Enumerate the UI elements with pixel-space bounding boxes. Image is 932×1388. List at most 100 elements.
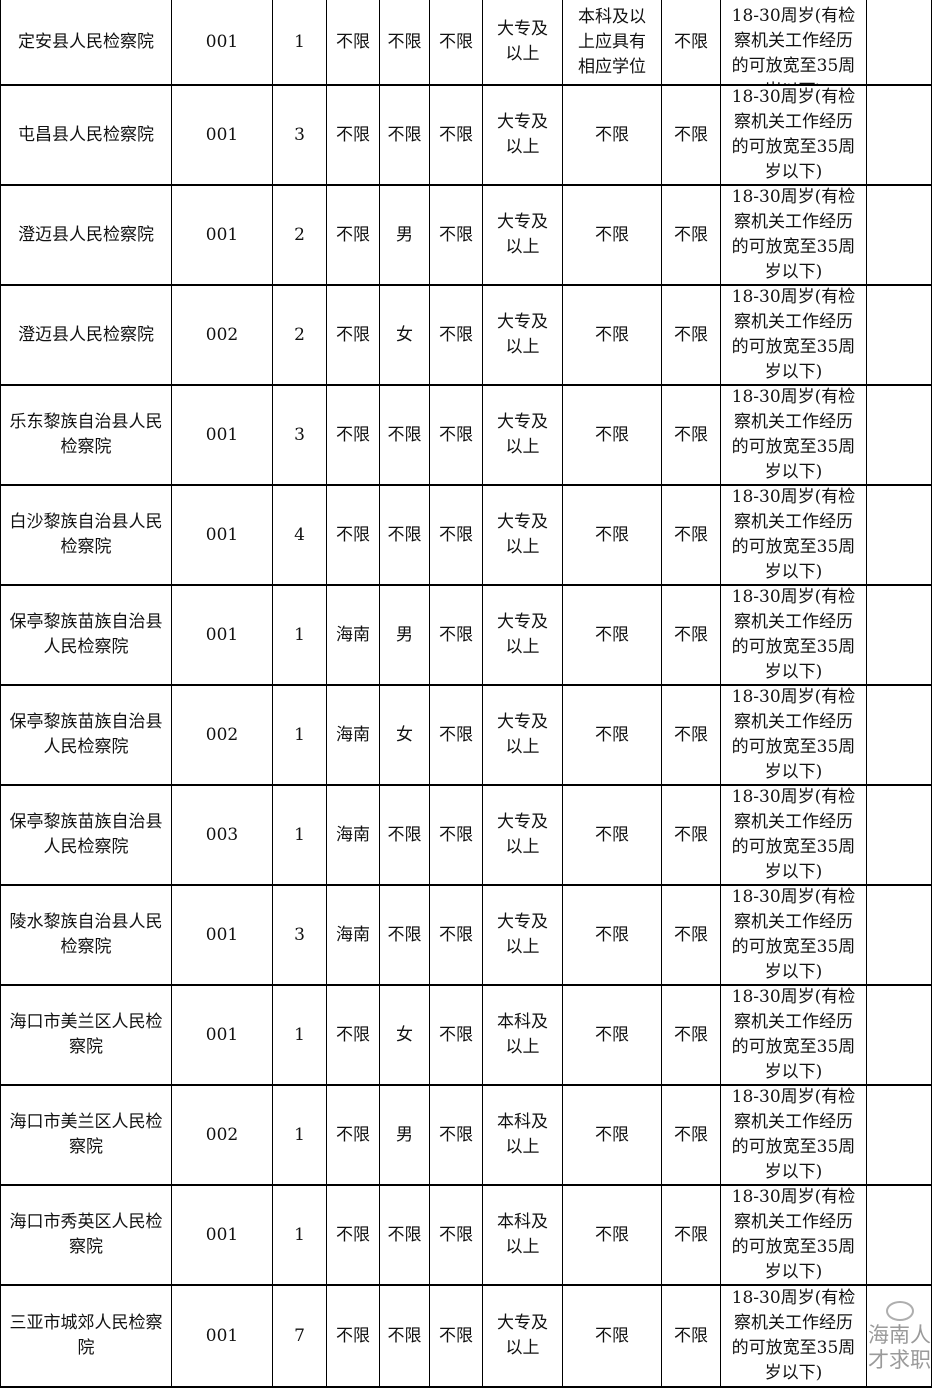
headcount-text: 2 [294, 324, 305, 345]
cell-headcount: 1 [272, 0, 326, 84]
cell-education: 大专及以上 [482, 186, 562, 284]
age-requirement-text: 18-30周岁(有检察机关工作经历的可放宽至35周岁以下) [731, 887, 856, 982]
origin-text: 不限 [336, 1325, 370, 1346]
cell-education: 大专及以上 [482, 286, 562, 384]
unit-name-text: 海口市美兰区人民检察院 [9, 1112, 163, 1157]
cell-position-code: 002 [171, 1086, 272, 1184]
cell-position-code: 001 [171, 186, 272, 284]
cell-unit-name: 澄迈县人民检察院 [0, 186, 171, 284]
table-row: 屯昌县人民检察院 001 3 不限 不限 不限 大专及以上 不限 不限 18-30周岁(有检察机关… [0, 86, 932, 186]
position-code-text: 001 [205, 624, 239, 645]
cell-origin: 海南 [326, 786, 379, 884]
education-text: 本科及以上 [497, 1112, 548, 1157]
cell-position-code: 001 [171, 986, 272, 1084]
origin-text: 海南 [336, 724, 370, 745]
gender-text: 不限 [387, 424, 422, 445]
cell-ethnicity: 不限 [429, 686, 482, 784]
age-requirement-text: 18-30周岁(有检察机关工作经历的可放宽至35周岁以下) [731, 6, 856, 84]
age-requirement-text: 18-30周岁(有检察机关工作经历的可放宽至35周岁以下) [731, 587, 856, 682]
age-requirement-text: 18-30周岁(有检察机关工作经历的可放宽至35周岁以下) [731, 1187, 856, 1282]
major-text: 不限 [674, 924, 708, 945]
major-text: 不限 [674, 224, 708, 245]
gender-text: 不限 [387, 924, 422, 945]
gender-text: 男 [396, 624, 413, 645]
cell-age-requirement: 18-30周岁(有检察机关工作经历的可放宽至35周岁以下) [720, 1186, 866, 1284]
cell-origin: 海南 [326, 886, 379, 984]
cell-origin: 不限 [326, 1086, 379, 1184]
cell-remarks [866, 586, 932, 684]
degree-text: 不限 [595, 824, 629, 845]
cell-degree: 不限 [562, 986, 661, 1084]
cell-origin: 不限 [326, 0, 379, 84]
cell-unit-name: 海口市美兰区人民检察院 [0, 1086, 171, 1184]
unit-name-text: 定安县人民检察院 [18, 31, 154, 52]
cell-origin: 不限 [326, 286, 379, 384]
unit-name-text: 海口市秀英区人民检察院 [9, 1212, 163, 1257]
cell-unit-name: 保亭黎族苗族自治县人民检察院 [0, 586, 171, 684]
cell-gender: 不限 [379, 0, 429, 84]
cell-ethnicity: 不限 [429, 786, 482, 884]
cell-education: 本科及以上 [482, 1086, 562, 1184]
cell-unit-name: 海口市美兰区人民检察院 [0, 986, 171, 1084]
ethnicity-text: 不限 [439, 824, 473, 845]
cell-major: 不限 [661, 86, 720, 184]
unit-name-text: 白沙黎族自治县人民检察院 [9, 512, 163, 557]
education-text: 大专及以上 [497, 812, 548, 857]
cell-remarks [866, 386, 932, 484]
headcount-text: 3 [294, 924, 305, 945]
cell-unit-name: 乐东黎族自治县人民检察院 [0, 386, 171, 484]
origin-text: 不限 [336, 424, 370, 445]
cell-remarks [866, 886, 932, 984]
degree-text: 不限 [595, 524, 629, 545]
cell-position-code: 002 [171, 286, 272, 384]
degree-text: 本科及以上应具有相应学位 [578, 6, 646, 77]
cell-degree: 不限 [562, 1186, 661, 1284]
cell-education: 本科及以上 [482, 986, 562, 1084]
cell-age-requirement: 18-30周岁(有检察机关工作经历的可放宽至35周岁以下) [720, 0, 866, 84]
cell-unit-name: 陵水黎族自治县人民检察院 [0, 886, 171, 984]
ethnicity-text: 不限 [439, 224, 473, 245]
cell-remarks [866, 86, 932, 184]
cell-position-code: 001 [171, 486, 272, 584]
cell-major: 不限 [661, 186, 720, 284]
table-row: 保亭黎族苗族自治县人民检察院 001 1 海南 男 不限 大专及以上 不限 不限 18-30周岁(… [0, 586, 932, 686]
cell-education: 大专及以上 [482, 586, 562, 684]
major-text: 不限 [674, 1024, 708, 1045]
age-requirement-text: 18-30周岁(有检察机关工作经历的可放宽至35周岁以下) [731, 787, 856, 882]
cell-remarks [866, 786, 932, 884]
origin-text: 不限 [336, 324, 370, 345]
major-text: 不限 [674, 1224, 708, 1245]
cell-headcount: 1 [272, 586, 326, 684]
cell-origin: 海南 [326, 586, 379, 684]
unit-name-text: 陵水黎族自治县人民检察院 [9, 912, 163, 957]
cell-headcount: 2 [272, 286, 326, 384]
education-text: 大专及以上 [497, 612, 548, 657]
education-text: 大专及以上 [497, 912, 548, 957]
age-requirement-text: 18-30周岁(有检察机关工作经历的可放宽至35周岁以下) [731, 187, 856, 282]
cell-degree: 不限 [562, 786, 661, 884]
ethnicity-text: 不限 [439, 124, 473, 145]
cell-degree: 不限 [562, 386, 661, 484]
cell-age-requirement: 18-30周岁(有检察机关工作经历的可放宽至35周岁以下) [720, 286, 866, 384]
cell-ethnicity: 不限 [429, 1086, 482, 1184]
education-text: 本科及以上 [497, 1012, 548, 1057]
origin-text: 不限 [336, 1124, 370, 1145]
gender-text: 女 [396, 324, 413, 345]
headcount-text: 1 [294, 31, 305, 52]
cell-headcount: 1 [272, 786, 326, 884]
table-row: 乐东黎族自治县人民检察院 001 3 不限 不限 不限 大专及以上 不限 不限 18-30周岁(有… [0, 386, 932, 486]
cell-ethnicity: 不限 [429, 1186, 482, 1284]
age-requirement-text: 18-30周岁(有检察机关工作经历的可放宽至35周岁以下) [731, 87, 856, 182]
education-text: 本科及以上 [497, 1212, 548, 1257]
headcount-text: 1 [294, 1224, 305, 1245]
cell-major: 不限 [661, 286, 720, 384]
cell-education: 大专及以上 [482, 386, 562, 484]
ethnicity-text: 不限 [439, 724, 473, 745]
headcount-text: 3 [294, 424, 305, 445]
cell-ethnicity: 不限 [429, 586, 482, 684]
cell-ethnicity: 不限 [429, 486, 482, 584]
ethnicity-text: 不限 [439, 324, 473, 345]
table-row: 海口市美兰区人民检察院 002 1 不限 男 不限 本科及以上 不限 不限 18-30周岁(有检察… [0, 1086, 932, 1186]
cell-origin: 不限 [326, 1286, 379, 1386]
cell-origin: 不限 [326, 186, 379, 284]
